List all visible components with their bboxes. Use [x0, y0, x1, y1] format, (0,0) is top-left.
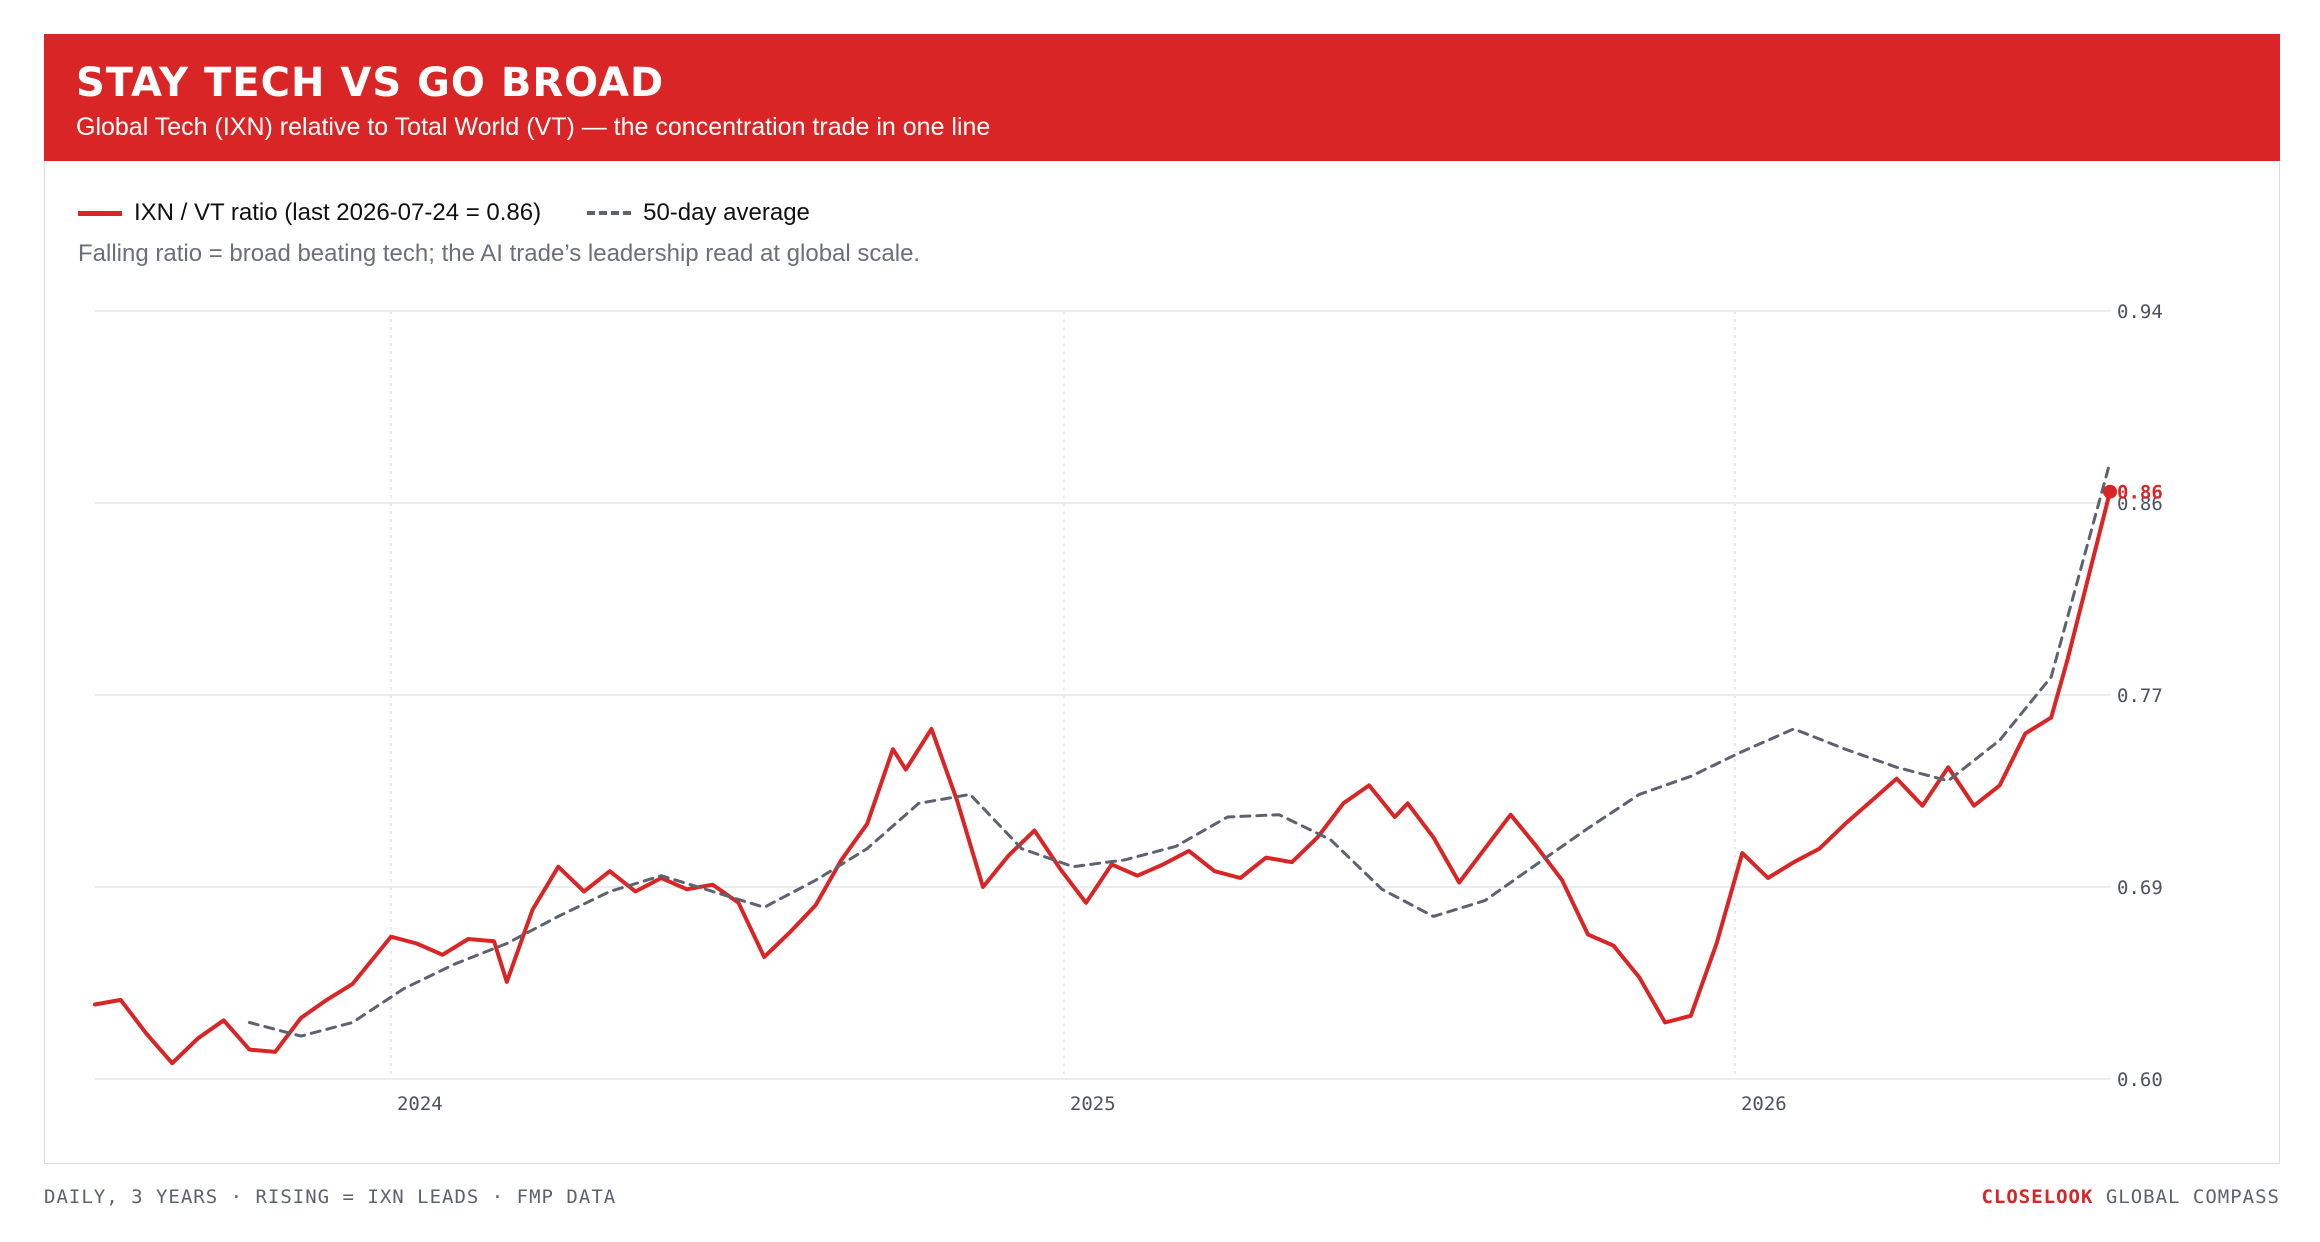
axis-ticks: 0.94 0.86 0.77 0.69 0.60 2024 2025 2026: [397, 301, 2163, 1115]
ratio-series-line: [93, 489, 2112, 1066]
chart-card: [44, 34, 2280, 1164]
average-series-line: [247, 460, 2112, 1038]
chart-lines: 0.86: [93, 460, 2163, 1066]
y-tick-label: 0.86: [2117, 493, 2163, 515]
x-tick-label: 2026: [1741, 1093, 1787, 1115]
average-legend-swatch: [587, 211, 632, 215]
title-banner: STAY TECH VS GO BROAD Global Tech (IXN) …: [44, 34, 2280, 161]
y-tick-label: 0.77: [2117, 685, 2163, 707]
last-value-marker: [2103, 484, 2117, 499]
page-title: STAY TECH VS GO BROAD: [76, 60, 665, 106]
y-tick-label: 0.60: [2117, 1069, 2163, 1091]
page-subtitle: Global Tech (IXN) relative to Total Worl…: [76, 113, 991, 141]
ratio-legend-label: IXN / VT ratio (last 2026-07-24 = 0.86): [134, 199, 542, 226]
y-tick-label: 0.94: [2117, 301, 2163, 323]
footer-brand-block: CLOSELOOK GLOBAL COMPASS: [1981, 1186, 2280, 1208]
x-tick-label: 2024: [397, 1093, 443, 1115]
chart-note: Falling ratio = broad beating tech; the …: [78, 240, 921, 267]
last-value-label: 0.86: [2117, 482, 2163, 504]
average-legend-label: 50-day average: [643, 199, 810, 226]
brand-name: CLOSELOOK: [1981, 1186, 2094, 1208]
chart-legend: IXN / VT ratio (last 2026-07-24 = 0.86) …: [78, 196, 810, 230]
brand-suffix: GLOBAL COMPASS: [2093, 1186, 2280, 1208]
footer-source: DAILY, 3 YEARS · RISING = IXN LEADS · FM…: [44, 1186, 617, 1208]
chart-grid: [95, 310, 2110, 1080]
ratio-legend-swatch: [78, 210, 122, 216]
y-tick-label: 0.69: [2117, 877, 2163, 899]
x-tick-label: 2025: [1070, 1093, 1116, 1115]
